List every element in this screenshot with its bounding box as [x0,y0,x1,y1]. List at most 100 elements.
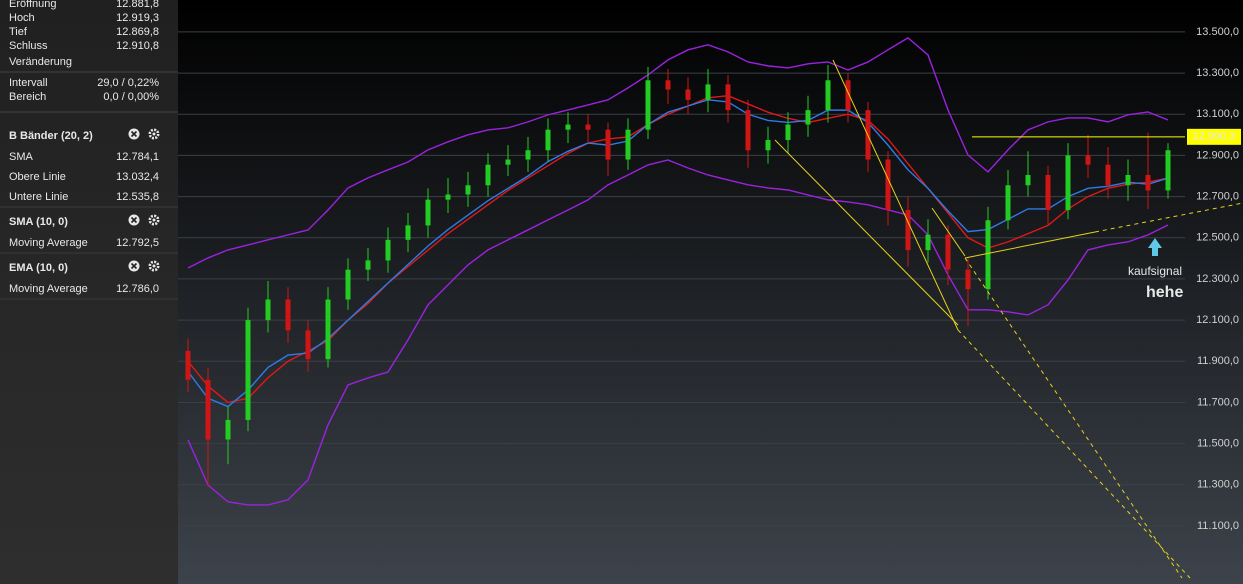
plot [185,37,1171,506]
range-label: Bereich [9,91,46,103]
y-tick-label: 13.500,0 [1196,26,1239,38]
remove-icon-x [130,130,138,138]
candle-body [1085,155,1091,165]
trend-line [964,231,1096,259]
candle-body [1025,174,1031,186]
indicator-line-value: 12.792,5 [116,237,159,249]
candle-body [1065,155,1071,210]
indicator-title: SMA (10, 0) [9,216,68,228]
trend-line [774,139,959,326]
quote-value: 12.919,3 [116,12,159,24]
candle-body [225,419,231,440]
sidebar-content: Eröffnung 12.881,8 Hoch 12.919,3 Tief 12.869,… [0,0,178,300]
indicator-title: EMA (10, 0) [9,262,68,274]
settings-button[interactable] [148,214,160,226]
y-tick-label: 11.100,0 [1197,520,1239,532]
settings-icon [148,260,160,272]
quote-label: Hoch [9,12,35,24]
candle-body [1165,150,1171,191]
remove-button[interactable] [128,128,140,140]
range-value: 29,0 / 0,22% [97,77,159,89]
candle-body [545,129,551,151]
y-tick-label: 12.700,0 [1196,190,1239,202]
quote-value: 12.869,8 [116,26,159,38]
candle-body [765,139,771,151]
trend-line [832,59,959,331]
quote-label: Tief [9,26,28,38]
candle-body [905,209,911,251]
settings-icon-hub [152,132,156,136]
quote-value: 12.881,8 [116,0,159,10]
candle-body [785,124,791,140]
candle-body [825,80,831,111]
trend-line [931,207,966,257]
indicator-line [187,37,1169,269]
range-label: Intervall [9,77,48,89]
y-tick-label: 12.900,0 [1196,149,1239,161]
settings-button[interactable] [148,128,160,140]
candle-body [525,150,531,160]
candle-body [405,225,411,240]
candle-body [985,220,991,290]
candle-body [1125,174,1131,186]
trend-lines [774,59,1243,579]
y-tick-label: 11.300,0 [1197,479,1239,491]
candle-body [285,299,291,331]
candle-body [305,330,311,360]
indicator-line-label: Obere Linie [9,171,66,183]
candle-body [665,80,671,90]
candle-body [385,239,391,261]
candle-body [685,89,691,100]
settings-button[interactable] [148,260,160,272]
quote-value: 12.910,8 [116,40,159,52]
candle-body [725,84,731,111]
candle-body [265,299,271,321]
annotation: kaufsignal [1128,264,1182,278]
range-value: 0,0 / 0,00% [103,91,159,103]
trend-line-extension [957,329,1191,579]
candle-body [925,234,931,251]
indicator-line-label: Moving Average [9,283,88,295]
remove-button[interactable] [128,214,140,226]
candle-body [505,159,511,165]
indicator-line-value: 12.535,8 [116,191,159,203]
candle-body [465,185,471,195]
candle-body [845,80,851,111]
y-tick-label: 11.500,0 [1197,438,1239,450]
y-tick-label: 11.700,0 [1197,396,1239,408]
indicator-title: B Bänder (20, 2) [9,130,93,142]
candle-body [445,194,451,200]
candle-body [645,80,651,130]
settings-icon-hub [152,218,156,222]
quote-label: Eröffnung [9,0,57,10]
settings-icon [148,128,160,140]
y-tick-label: 11.900,0 [1197,355,1239,367]
last-price-label: 12.990,3 [1193,131,1236,143]
candle-body [485,164,491,186]
y-tick-label: 13.100,0 [1196,108,1239,120]
candle-body [965,269,971,290]
indicator-line-label: Moving Average [9,237,88,249]
y-tick-label: 12.500,0 [1196,232,1239,244]
indicator-line-value: 12.784,1 [116,151,159,163]
remove-icon-x [130,216,138,224]
candle-body [245,320,251,420]
quote-label: Veränderung [9,56,72,68]
y-tick-label: 12.100,0 [1196,314,1239,326]
settings-icon-hub [152,264,156,268]
settings-icon [148,214,160,226]
remove-icon-x [130,262,138,270]
candle-body [625,129,631,160]
remove-button[interactable] [128,260,140,272]
y-tick-label: 13.300,0 [1196,67,1239,79]
candle-body [1105,164,1111,186]
indicator-line-label: Untere Linie [9,191,68,203]
indicator-line-value: 13.032,4 [116,171,159,183]
indicator-line-value: 12.786,0 [116,283,159,295]
candle-body [365,260,371,270]
candle-body [205,379,211,440]
trend-line-extension [1094,202,1243,233]
candle-body [1145,174,1151,191]
candle-body [705,84,711,100]
